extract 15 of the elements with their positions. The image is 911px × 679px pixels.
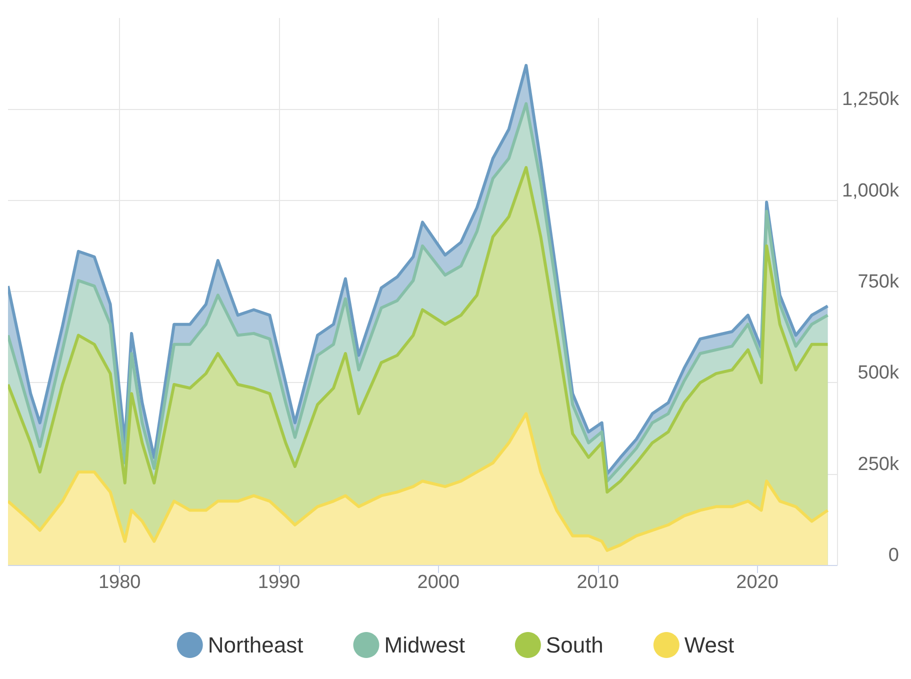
legend-label: West [684, 632, 734, 658]
x-tick-label: 1990 [258, 572, 300, 593]
legend-label: South [546, 632, 604, 658]
legend-label: Midwest [384, 632, 465, 658]
y-tick-label: 0 [888, 545, 899, 566]
legend-label: Northeast [208, 632, 304, 658]
y-tick-label: 250k [858, 454, 900, 475]
y-tick-label: 1,250k [842, 89, 900, 110]
y-tick-label: 750k [858, 272, 900, 292]
x-tick-label: 2020 [736, 572, 778, 593]
y-tick-label: 1,000k [842, 180, 900, 202]
y-tick-label: 500k [858, 362, 900, 384]
x-tick-label: 2000 [417, 572, 460, 593]
x-tick-label: 1980 [98, 572, 141, 593]
x-tick-label: 2010 [576, 572, 620, 593]
